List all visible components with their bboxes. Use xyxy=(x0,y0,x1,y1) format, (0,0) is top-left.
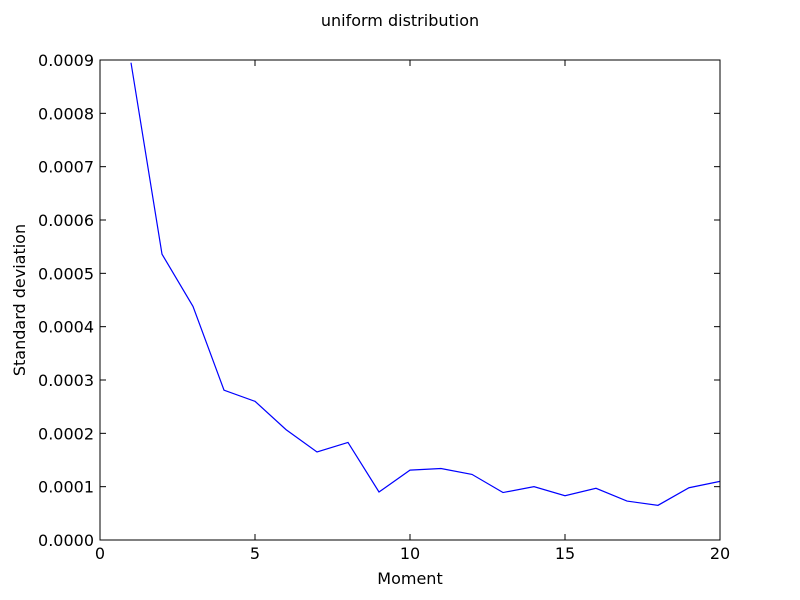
x-tick-label: 0 xyxy=(95,544,105,563)
y-tick-label: 0.0004 xyxy=(38,318,94,337)
y-tick-label: 0.0001 xyxy=(38,478,94,497)
y-tick-label: 0.0006 xyxy=(38,211,94,230)
x-axis-label: Moment xyxy=(377,569,442,588)
x-tick-label: 5 xyxy=(250,544,260,563)
x-tick-label: 20 xyxy=(710,544,730,563)
series-line xyxy=(130,62,720,506)
x-tick-label: 15 xyxy=(555,544,575,563)
x-tick-label: 10 xyxy=(400,544,420,563)
chart-title: uniform distribution xyxy=(321,11,479,30)
y-tick-label: 0.0009 xyxy=(38,51,94,70)
y-tick-label: 0.0005 xyxy=(38,264,94,283)
y-tick-label: 0.0002 xyxy=(38,424,94,443)
plot-area: 0 5 10 15 20 0.0000 0.0001 0.0002 0.0003 0.0004 0.… xyxy=(38,51,730,563)
y-axis-label: Standard deviation xyxy=(10,224,29,376)
axes-frame xyxy=(99,59,721,541)
y-tick-label: 0.0008 xyxy=(38,104,94,123)
y-tick-label: 0.0007 xyxy=(38,158,94,177)
y-tick-label: 0.0000 xyxy=(38,531,94,550)
y-tick-label: 0.0003 xyxy=(38,371,94,390)
